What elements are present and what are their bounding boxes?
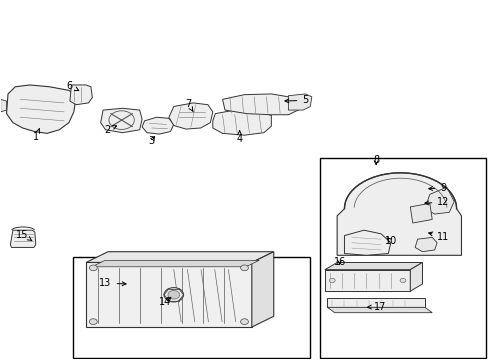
Polygon shape [168,103,212,129]
Polygon shape [288,94,311,110]
Bar [320,158,485,357]
Circle shape [89,265,97,271]
Text: 8: 8 [372,155,378,165]
Polygon shape [344,230,390,255]
Polygon shape [325,270,409,291]
Text: 10: 10 [384,236,396,246]
Polygon shape [336,173,461,255]
Polygon shape [409,203,431,223]
Circle shape [240,319,248,324]
Polygon shape [70,85,92,105]
Bar [73,257,310,357]
Text: 12: 12 [424,197,448,207]
Text: 14: 14 [159,297,171,307]
Text: 15: 15 [17,230,32,240]
Text: 16: 16 [333,257,345,267]
Text: 6: 6 [67,81,79,91]
Polygon shape [424,187,453,214]
Polygon shape [142,117,173,134]
Text: 13: 13 [99,278,126,288]
Polygon shape [327,307,431,313]
Text: 2: 2 [103,125,116,135]
Polygon shape [0,99,6,112]
Polygon shape [6,85,76,134]
Polygon shape [212,110,271,135]
Text: 4: 4 [236,131,242,144]
Polygon shape [414,237,436,252]
Circle shape [89,319,97,324]
Text: 7: 7 [185,99,193,112]
Text: 17: 17 [366,302,386,312]
Circle shape [167,291,179,299]
Polygon shape [327,298,424,307]
Text: 3: 3 [148,136,155,145]
Polygon shape [222,94,298,115]
Text: 9: 9 [428,183,446,193]
Polygon shape [86,252,273,262]
Polygon shape [86,262,251,327]
Polygon shape [409,262,422,291]
Text: 11: 11 [428,232,448,242]
Circle shape [329,278,334,283]
Polygon shape [92,260,259,267]
Polygon shape [325,262,422,270]
Polygon shape [10,230,36,247]
Text: 5: 5 [285,95,308,105]
Circle shape [163,288,183,302]
Circle shape [240,265,248,271]
Polygon shape [251,252,273,327]
Text: 1: 1 [33,129,40,142]
Circle shape [399,278,405,283]
Polygon shape [101,108,142,133]
